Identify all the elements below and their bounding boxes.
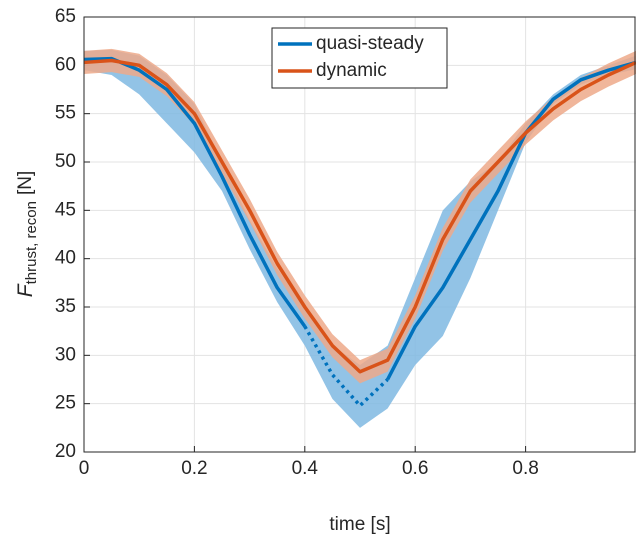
x-tick-label: 0.6 xyxy=(402,458,428,479)
y-tick-label: 50 xyxy=(55,151,76,172)
legend-box xyxy=(271,27,448,89)
x-tick-label: 0.8 xyxy=(512,458,538,479)
plot-area: 20 25 30 35 40 45 50 55 60 65 0 0.2 0.4 0.6 0.8 quasi-s… xyxy=(55,6,636,479)
y-tick-label: 20 xyxy=(55,441,76,462)
uncertainty-band xyxy=(84,49,636,428)
y-tick-label: 60 xyxy=(55,54,76,75)
y-tick-label: 25 xyxy=(55,393,76,414)
axes-box xyxy=(83,16,636,453)
y-axis-label: Fthrust, recon [N] xyxy=(14,171,40,297)
uncertainty-band xyxy=(84,48,636,384)
line xyxy=(83,58,636,374)
x-axis-label: time [s] xyxy=(329,514,390,535)
x-tick-label: 0.4 xyxy=(292,458,319,479)
legend-label: quasi-steady xyxy=(316,33,424,54)
legend: quasi-steady dynamic xyxy=(271,27,448,89)
y-tick-label: 45 xyxy=(55,199,76,220)
x-tick-label: 0 xyxy=(79,458,90,479)
y-label-main: F xyxy=(14,283,37,297)
y-tick-label: 35 xyxy=(55,296,76,317)
y-label-sub: thrust, recon xyxy=(23,201,40,284)
y-tick-label: 30 xyxy=(55,344,76,365)
legend-label: dynamic xyxy=(316,60,387,81)
y-tick-label: 55 xyxy=(55,103,76,124)
y-label-unit: [N] xyxy=(15,171,36,195)
y-tick-label: 65 xyxy=(55,6,76,27)
x-tick-label: 0.2 xyxy=(181,458,207,479)
y-tick-label: 40 xyxy=(55,248,76,269)
